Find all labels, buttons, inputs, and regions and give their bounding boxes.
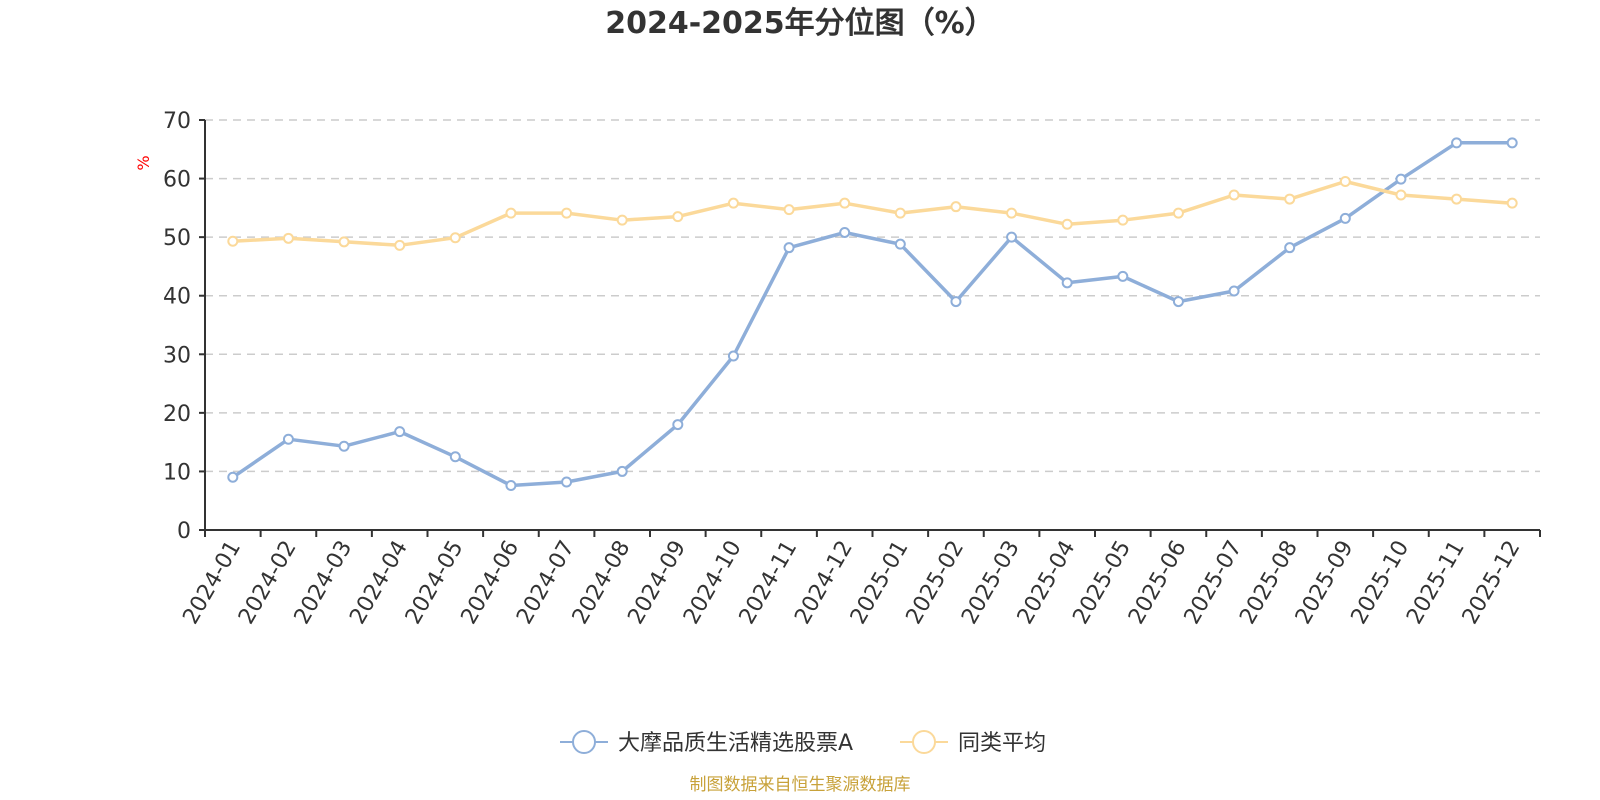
data-point bbox=[1172, 296, 1184, 308]
data-point bbox=[672, 211, 684, 223]
chart-title: 2024-2025年分位图（%） bbox=[605, 6, 995, 41]
data-point bbox=[1395, 189, 1407, 201]
data-source-note: 制图数据来自恒生聚源数据库 bbox=[690, 775, 911, 795]
data-point bbox=[1117, 214, 1129, 226]
data-point bbox=[839, 197, 851, 209]
data-point bbox=[1006, 207, 1018, 219]
legend-marker-icon bbox=[572, 730, 596, 754]
data-point bbox=[338, 440, 350, 452]
y-tick-label: 10 bbox=[163, 460, 191, 485]
data-point bbox=[282, 433, 294, 445]
data-point bbox=[727, 197, 739, 209]
data-point bbox=[616, 465, 628, 477]
data-point bbox=[449, 451, 461, 463]
y-tick-label: 30 bbox=[163, 343, 191, 368]
data-point bbox=[1228, 189, 1240, 201]
data-point bbox=[727, 350, 739, 362]
data-point bbox=[950, 296, 962, 308]
data-point bbox=[505, 479, 517, 491]
data-point bbox=[1339, 176, 1351, 187]
data-point bbox=[561, 207, 573, 219]
data-point bbox=[1284, 193, 1296, 205]
data-point bbox=[839, 226, 851, 238]
data-point bbox=[1228, 285, 1240, 297]
y-tick-label: 50 bbox=[163, 226, 191, 251]
data-point bbox=[1451, 137, 1463, 149]
y-tick-label: 0 bbox=[177, 519, 191, 544]
y-tick-label: 20 bbox=[163, 402, 191, 427]
series-line-2 bbox=[232, 179, 1513, 248]
data-point bbox=[950, 201, 962, 213]
y-tick-label: 40 bbox=[163, 285, 191, 310]
data-point bbox=[561, 476, 573, 488]
legend-marker-icon bbox=[912, 730, 936, 754]
data-point bbox=[894, 207, 906, 219]
data-point bbox=[227, 235, 239, 247]
data-point bbox=[394, 239, 406, 251]
data-point bbox=[1061, 277, 1073, 289]
data-point bbox=[783, 204, 795, 216]
data-point bbox=[1061, 218, 1073, 230]
y-tick-label: 70 bbox=[163, 109, 191, 134]
data-point bbox=[505, 207, 517, 219]
data-point bbox=[394, 426, 406, 438]
data-point bbox=[227, 471, 239, 483]
data-point bbox=[1339, 212, 1351, 224]
data-point bbox=[1284, 242, 1296, 254]
y-tick-label: 60 bbox=[163, 168, 191, 193]
data-point bbox=[1506, 197, 1518, 209]
legend-label: 同类平均 bbox=[958, 731, 1046, 756]
legend-label: 大摩品质生活精选股票A bbox=[618, 731, 853, 756]
series-layer bbox=[227, 137, 1518, 491]
data-point bbox=[1117, 270, 1129, 282]
series-line-1 bbox=[231, 141, 1513, 488]
legend-item-1[interactable]: 大摩品质生活精选股票A bbox=[560, 730, 853, 756]
data-point bbox=[1506, 137, 1518, 149]
data-point bbox=[1172, 207, 1184, 219]
data-point bbox=[783, 242, 795, 254]
data-point bbox=[338, 236, 350, 248]
legend-item-2[interactable]: 同类平均 bbox=[900, 730, 1046, 756]
legend: 大摩品质生活精选股票A 同类平均 bbox=[560, 730, 1046, 756]
data-point bbox=[282, 232, 294, 244]
data-point bbox=[672, 419, 684, 431]
data-point bbox=[1006, 231, 1018, 243]
data-point bbox=[1451, 193, 1463, 205]
data-point bbox=[449, 232, 461, 244]
data-point bbox=[894, 238, 906, 250]
data-point bbox=[1395, 173, 1407, 185]
y-axis-unit-label: % bbox=[134, 155, 153, 170]
data-point bbox=[616, 214, 628, 226]
grid-lines bbox=[205, 119, 1540, 473]
